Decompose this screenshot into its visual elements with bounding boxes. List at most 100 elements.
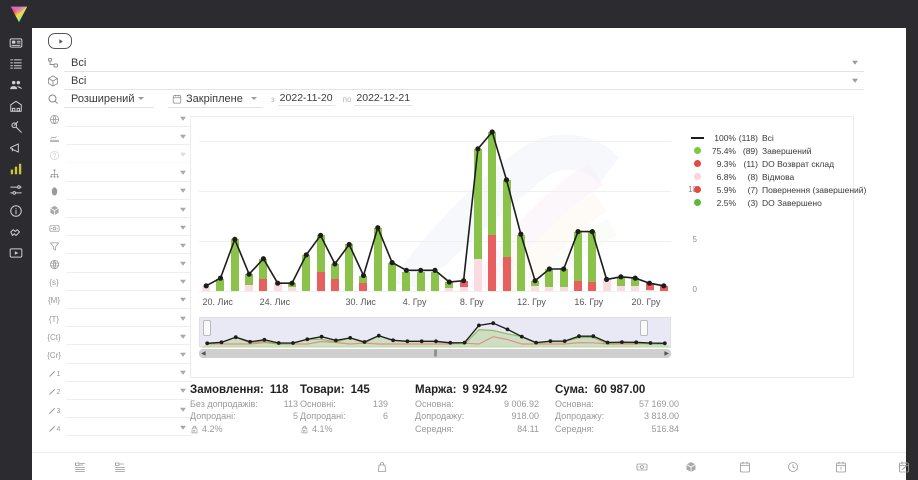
filter-select-5[interactable] <box>66 202 192 219</box>
calendar-alert-icon[interactable] <box>835 461 847 473</box>
filter-select-7[interactable] <box>66 238 192 255</box>
filter-row-12[interactable]: {Ct} <box>42 328 192 346</box>
filter-select-6[interactable] <box>66 220 192 237</box>
chevron-down-icon[interactable] <box>180 280 186 285</box>
filter-select-11[interactable] <box>66 311 192 328</box>
filter-row-11[interactable]: {T} <box>42 310 192 328</box>
chevron-down-icon[interactable] <box>180 425 186 430</box>
filter-row-5[interactable] <box>42 201 192 219</box>
chevron-down-icon[interactable] <box>180 243 186 248</box>
chart-bar[interactable] <box>459 280 468 291</box>
dashboard-card-icon[interactable] <box>3 33 29 53</box>
chart-bar[interactable] <box>616 276 625 291</box>
filter-row-8[interactable] <box>42 256 192 274</box>
filter-row-10[interactable]: {M} <box>42 292 192 310</box>
chevron-down-icon[interactable] <box>180 389 186 394</box>
date-from-input[interactable]: 2022-11-20 <box>277 92 335 106</box>
filter-select-16[interactable] <box>66 402 192 419</box>
info-icon[interactable] <box>3 201 29 221</box>
id-list-alt-icon[interactable] <box>114 461 126 473</box>
chart-bar[interactable] <box>631 278 640 291</box>
legend-item-3[interactable]: 6.8% (8) Відмова <box>689 170 869 183</box>
bottom-toolbar[interactable] <box>32 452 909 480</box>
chart-bar[interactable] <box>473 148 482 291</box>
chart-bar[interactable] <box>345 244 354 291</box>
chevron-down-icon[interactable] <box>180 371 186 376</box>
scroll-left-icon[interactable]: ◀ <box>201 351 206 357</box>
scroll-right-icon[interactable]: ▶ <box>664 351 669 357</box>
filter-select-8[interactable] <box>66 257 192 273</box>
sliders-icon[interactable] <box>3 180 29 200</box>
chart-bar[interactable] <box>402 271 411 291</box>
filter-row-organization[interactable]: Всі <box>42 54 864 72</box>
filter-row-15[interactable]: 2 <box>42 383 192 401</box>
chevron-down-icon[interactable] <box>138 97 145 100</box>
bag-icon[interactable] <box>376 461 388 473</box>
product-select[interactable]: Всі <box>64 73 864 90</box>
video-icon[interactable] <box>3 243 29 263</box>
filter-select-1[interactable] <box>66 129 192 146</box>
filter-row-6[interactable] <box>42 219 192 237</box>
chart-bar[interactable] <box>388 262 397 291</box>
saved-filter-select[interactable]: Закріплене <box>168 91 263 108</box>
chevron-down-icon[interactable] <box>180 207 186 212</box>
chart-bar[interactable] <box>416 271 425 291</box>
legend-item-2[interactable]: 9.3% (11) DO Возврат склад <box>689 157 869 170</box>
filter-row-7[interactable] <box>42 237 192 255</box>
chevron-down-icon[interactable] <box>180 152 186 157</box>
date-to-input[interactable]: 2022-12-21 <box>354 92 413 106</box>
chart-bar[interactable] <box>488 132 497 291</box>
scroll-grip[interactable]: ||| <box>433 350 438 357</box>
chart-bar[interactable] <box>359 275 368 291</box>
filter-row-13[interactable]: {Cr} <box>42 346 192 364</box>
chart-bar[interactable] <box>545 269 554 291</box>
chevron-down-icon[interactable] <box>180 407 186 412</box>
chevron-down-icon[interactable] <box>180 116 186 121</box>
users-icon[interactable] <box>3 75 29 95</box>
chart-bar[interactable] <box>330 263 339 291</box>
chart-bar[interactable] <box>574 231 583 291</box>
filter-select-17[interactable] <box>66 420 192 437</box>
navigator-scrollbar[interactable]: ◀ ||| ▶ <box>199 349 671 358</box>
filter-select-14[interactable] <box>66 366 192 382</box>
chart-plot-area[interactable]: 0 5 10 <box>199 123 697 294</box>
filter-row-0[interactable] <box>42 110 192 128</box>
warehouse-icon[interactable] <box>3 96 29 116</box>
filter-row-4[interactable] <box>42 183 192 201</box>
chart-bar[interactable] <box>588 231 597 291</box>
chart-legend[interactable]: 100% (118) Всі 75.4% (89) Завершений 9.3% (11) D… <box>689 131 869 209</box>
chevron-down-icon[interactable] <box>180 225 186 230</box>
filter-row-3[interactable] <box>42 165 192 183</box>
search-filter-row[interactable]: Розширений Закріплене з 2022-11-20 по 20… <box>42 90 442 108</box>
filter-row-16[interactable]: 3 <box>42 401 192 419</box>
chevron-down-icon[interactable] <box>250 97 257 100</box>
chart-bar[interactable] <box>316 235 325 291</box>
chevron-down-icon[interactable] <box>180 352 186 357</box>
chevron-down-icon[interactable] <box>852 60 858 65</box>
list-icon[interactable] <box>3 54 29 74</box>
range-navigator[interactable] <box>199 317 672 348</box>
chevron-down-icon[interactable] <box>180 334 186 339</box>
chevron-down-icon[interactable] <box>180 134 186 139</box>
chart-bar[interactable] <box>302 254 311 291</box>
chart-bar[interactable] <box>602 279 611 291</box>
calendar-edit-icon[interactable] <box>898 461 910 473</box>
analytics-icon[interactable] <box>3 159 29 179</box>
chart-bar[interactable] <box>516 235 525 291</box>
chart-bar[interactable] <box>216 279 225 291</box>
chart-bar[interactable] <box>431 271 439 291</box>
chart-bar[interactable] <box>445 281 454 291</box>
legend-item-5[interactable]: 2.5% (3) DO Завершено <box>689 196 869 209</box>
organization-select[interactable]: Всі <box>64 55 864 72</box>
id-list-icon[interactable] <box>74 461 86 473</box>
chevron-down-icon[interactable] <box>180 298 186 303</box>
filter-select-15[interactable] <box>66 384 192 400</box>
chevron-down-icon[interactable] <box>180 170 186 175</box>
range-handle-right[interactable] <box>640 320 648 336</box>
legend-item-0[interactable]: 100% (118) Всі <box>689 131 869 144</box>
filter-row-9[interactable]: {s} <box>42 274 192 292</box>
chart-bar[interactable] <box>273 283 282 291</box>
filter-row-17[interactable]: 4 <box>42 419 192 437</box>
chart-bar[interactable] <box>259 258 268 291</box>
search-mode-select[interactable]: Розширений <box>64 91 154 108</box>
